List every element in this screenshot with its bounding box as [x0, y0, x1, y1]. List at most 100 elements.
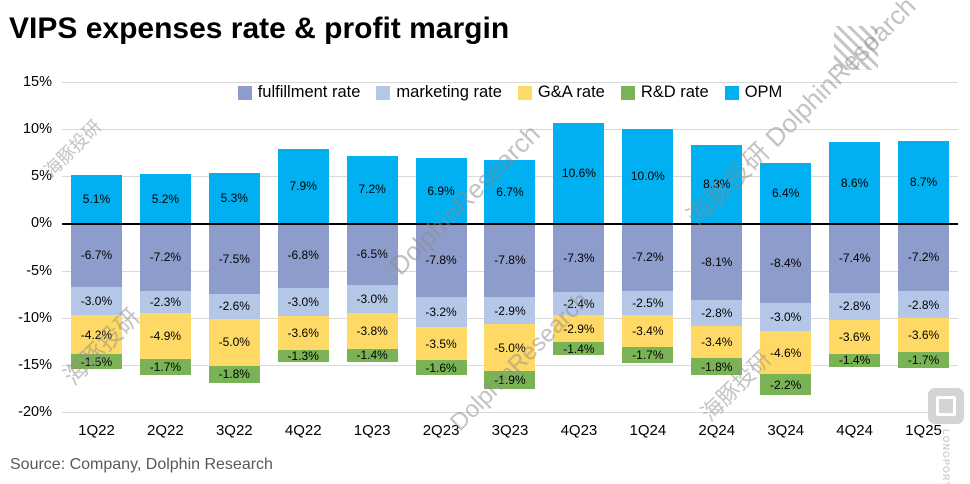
legend-label: fulfillment rate — [257, 83, 361, 101]
bar-segment: -7.5% — [208, 223, 260, 295]
y-tick-label: 15% — [22, 74, 52, 90]
gridline — [62, 412, 958, 413]
legend-label: marketing rate — [396, 83, 502, 101]
bar-segment: -2.2% — [760, 374, 812, 396]
bar-segment: -2.8% — [898, 291, 950, 318]
bar-value-label: -7.2% — [907, 250, 940, 265]
bar-value-label: -7.3% — [563, 250, 595, 265]
bar-segment: 7.2% — [346, 155, 398, 224]
bar-segment: -3.2% — [415, 296, 467, 328]
bar-segment: 6.7% — [484, 160, 536, 224]
bar-segment: -1.9% — [484, 371, 536, 390]
bar-value-label: 6.7% — [496, 184, 524, 199]
bar-value-label: -2.3% — [149, 295, 182, 310]
bar-segment: 10.0% — [622, 129, 674, 224]
legend-item-r-d-rate: R&D rate — [620, 83, 709, 102]
bar-segment: -1.3% — [277, 348, 329, 363]
bar-segment: -2.8% — [829, 293, 881, 320]
bar-value-label: -2.2% — [770, 377, 802, 392]
y-tick-label: -5% — [26, 262, 52, 279]
bar-value-label: -3.2% — [425, 305, 457, 320]
bar-segment: -7.3% — [553, 223, 605, 293]
bar-value-label: -1.3% — [287, 348, 319, 363]
x-tick-label: 2Q24 — [698, 422, 736, 439]
bar-value-label: -1.7% — [632, 347, 664, 362]
bar-value-label: -3.4% — [632, 323, 664, 338]
bar-segment: -3.0% — [70, 286, 122, 315]
bar-value-label: -7.4% — [838, 251, 871, 266]
bar-value-label: 5.1% — [82, 192, 111, 207]
bar-value-label: -2.8% — [701, 305, 733, 320]
bar-value-label: -1.4% — [356, 348, 388, 363]
bar-value-label: -3.0% — [770, 309, 802, 324]
bar-value-label: -2.8% — [838, 299, 871, 314]
longport-logo-inner-icon — [936, 396, 956, 416]
bar-segment: 8.3% — [691, 145, 743, 224]
dolphin-stripes-watermark-icon — [834, 26, 878, 70]
bar-segment: 8.7% — [898, 141, 950, 224]
bar-value-label: 8.6% — [840, 175, 869, 190]
source-note: Source: Company, Dolphin Research — [10, 456, 273, 473]
bar-segment: -7.8% — [484, 223, 536, 297]
bar-segment: -3.6% — [898, 317, 950, 352]
x-tick-label: 3Q22 — [215, 422, 253, 439]
bar-segment: 6.4% — [760, 163, 812, 224]
zero-axis-line — [62, 223, 958, 226]
legend-swatch-icon — [620, 85, 635, 100]
bar-segment: -4.6% — [760, 330, 812, 375]
bar-value-label: 7.2% — [358, 182, 386, 197]
gridline — [62, 129, 958, 131]
bar-value-label: -6.8% — [287, 248, 319, 263]
bar-segment: -4.9% — [139, 313, 191, 360]
bar-value-label: -2.4% — [563, 296, 595, 311]
bar-segment: -4.2% — [70, 314, 122, 355]
x-tick-label: 2Q23 — [422, 422, 460, 439]
bar-value-label: -3.6% — [838, 329, 871, 344]
longport-watermark: LONGPORT — [928, 388, 964, 484]
bar-value-label: -2.5% — [632, 296, 664, 311]
bar-value-label: -7.2% — [632, 250, 664, 265]
bar-segment: -3.8% — [346, 313, 398, 349]
bar-segment: 8.6% — [829, 142, 881, 224]
bar-value-label: -6.5% — [356, 247, 388, 262]
bar-value-label: -3.0% — [80, 293, 113, 308]
bar-segment: -1.6% — [415, 360, 467, 376]
legend-item-fulfillment-rate: fulfillment rate — [237, 83, 361, 102]
bar-segment: -6.8% — [277, 223, 329, 288]
bar-value-label: -3.6% — [287, 325, 319, 340]
bar-value-label: -2.6% — [218, 299, 250, 314]
bar-value-label: 5.2% — [151, 191, 180, 206]
bar-value-label: -3.4% — [701, 335, 733, 350]
bar-segment: -2.8% — [691, 299, 743, 327]
bar-segment: -1.5% — [70, 354, 122, 369]
bar-value-label: -8.1% — [701, 254, 733, 269]
bar-segment: -8.1% — [691, 223, 743, 300]
bar-segment: 6.9% — [415, 158, 467, 224]
bar-segment: -3.6% — [277, 315, 329, 350]
x-tick-label: 1Q24 — [629, 422, 667, 439]
bar-value-label: 6.9% — [427, 183, 455, 198]
bar-value-label: 10.0% — [630, 169, 665, 184]
bar-value-label: -5.0% — [494, 340, 526, 355]
bar-value-label: -7.8% — [494, 253, 526, 268]
bar-value-label: -7.5% — [218, 251, 250, 266]
bar-segment: -2.5% — [622, 291, 674, 315]
bar-value-label: -6.7% — [80, 248, 113, 262]
bar-value-label: 8.7% — [909, 175, 938, 190]
bar-value-label: -8.4% — [770, 256, 802, 271]
bar-segment: -7.8% — [415, 223, 467, 297]
bar-value-label: 6.4% — [772, 186, 800, 201]
bar-segment: -1.8% — [208, 365, 260, 383]
y-tick-label: 0% — [31, 215, 52, 232]
x-tick-label: 3Q24 — [767, 422, 805, 439]
x-tick-label: 1Q22 — [78, 422, 115, 439]
legend-item-opm: OPM — [724, 83, 782, 102]
bar-segment: -2.4% — [553, 292, 605, 315]
bar-value-label: -2.9% — [563, 321, 595, 336]
chart-title: VIPS expenses rate & profit margin — [9, 12, 510, 45]
x-tick-label: 3Q23 — [491, 422, 529, 439]
x-tick-label: 1Q23 — [353, 422, 391, 439]
bar-value-label: -1.6% — [425, 360, 457, 375]
bar-value-label: -2.9% — [494, 303, 526, 318]
